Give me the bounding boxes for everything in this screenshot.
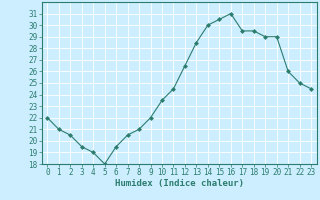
X-axis label: Humidex (Indice chaleur): Humidex (Indice chaleur) <box>115 179 244 188</box>
